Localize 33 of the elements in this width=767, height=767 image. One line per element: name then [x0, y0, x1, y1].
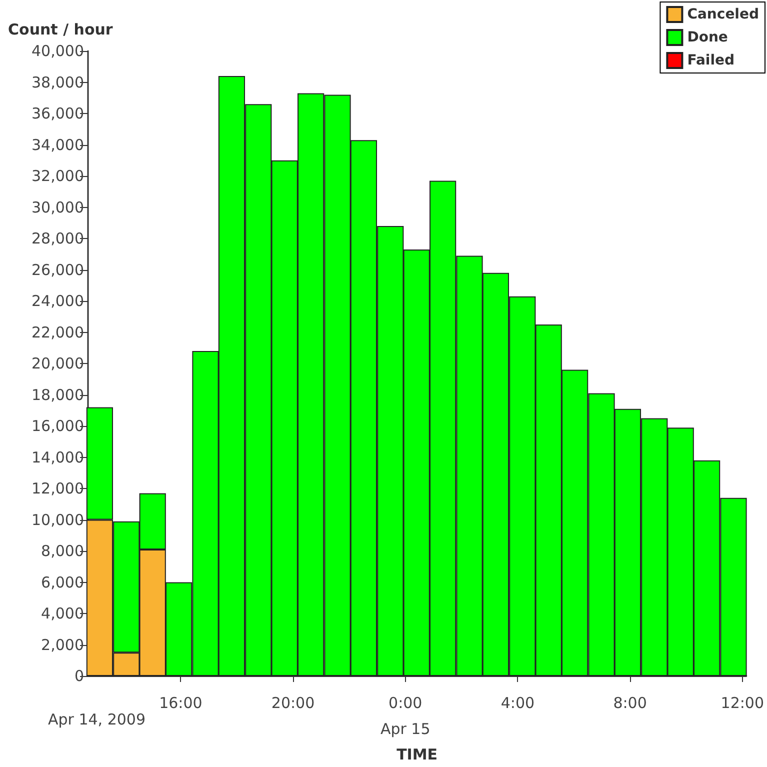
legend-label: Done — [687, 30, 728, 46]
x-tick-label: 20:00 — [271, 694, 315, 712]
text: Apr 14, 2009 — [48, 710, 146, 728]
y-tick-label: 8,000 — [41, 542, 84, 560]
y-tick-label: 12,000 — [32, 480, 84, 498]
y-tick-label: 6,000 — [41, 573, 84, 592]
x-tick-label: 12:00 — [720, 694, 764, 712]
y-tick-label: 40,000 — [32, 42, 84, 60]
x-tick-label: 8:00 — [613, 694, 647, 712]
x-axis-title: TIME — [396, 745, 438, 764]
x-tick-label: 16:00 — [159, 694, 202, 712]
y-tick-label: 22,000 — [32, 323, 84, 342]
y-tick-label: 32,000 — [32, 167, 84, 185]
y-tick-label: 38,000 — [32, 73, 84, 92]
y-tick-label: 24,000 — [32, 292, 84, 310]
y-tick-label: 26,000 — [32, 260, 84, 279]
y-tick-label: 18,000 — [32, 386, 84, 404]
y-tick-label: 4,000 — [41, 604, 84, 622]
y-tick-label: 16,000 — [32, 417, 84, 435]
x-tick-label: 4:00 — [500, 694, 535, 712]
y-tick-label: 2,000 — [41, 636, 84, 654]
y-axis-title: Count / hour — [8, 20, 114, 38]
y-tick-label: 30,000 — [32, 198, 84, 216]
legend-label: Canceled — [687, 6, 760, 22]
y-tick-label: 0 — [74, 667, 84, 685]
legend-label: Failed — [687, 52, 735, 68]
y-tick-label: 20,000 — [32, 354, 84, 372]
y-tick-label: 28,000 — [32, 230, 84, 248]
y-tick-label: 14,000 — [32, 448, 84, 466]
y-tick-label: 36,000 — [32, 104, 84, 122]
x-tick-label: 0:00 Apr 15 — [380, 694, 430, 738]
y-tick-label: 10,000 — [32, 510, 84, 529]
y-tick-label: 34,000 — [32, 136, 84, 154]
